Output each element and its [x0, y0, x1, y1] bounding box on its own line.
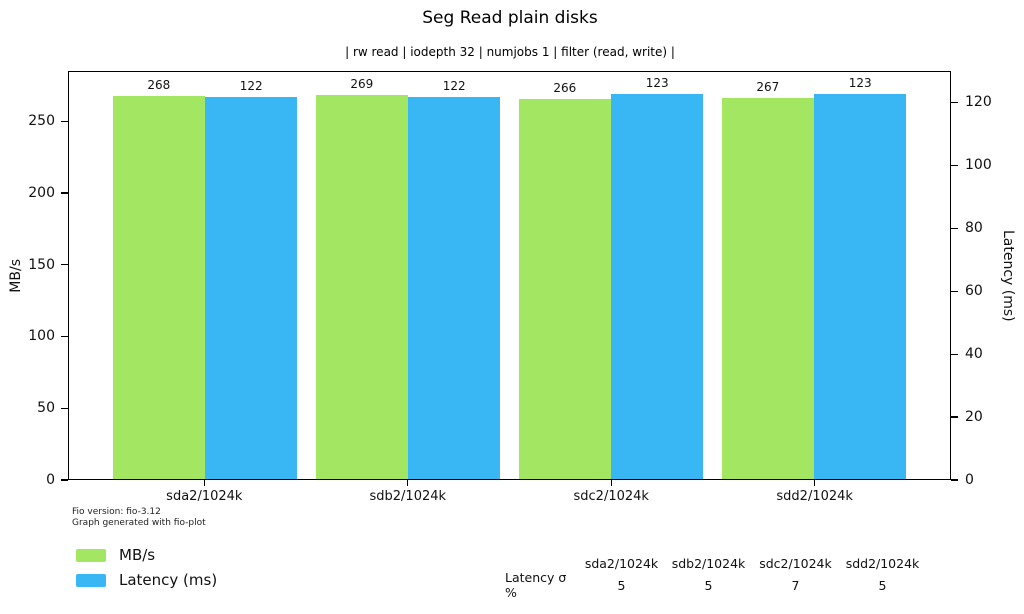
table-header-sdb2: sdb2/1024k — [671, 555, 746, 571]
bar-value-mbs-sda2/1024k: 268 — [147, 78, 171, 93]
right-tick-label-120: 120 — [965, 94, 992, 111]
right-tick-label-80: 80 — [965, 220, 983, 237]
x-axis: sda2/1024k sdb2/1024k sdc2/1024k sdd2/1024k — [68, 480, 951, 512]
left-axis-ticks: 0 50 100 150 200 250 — [0, 71, 68, 488]
left-tick-mark-250 — [61, 120, 68, 122]
right-tick-label-60: 60 — [965, 283, 983, 300]
right-tick-mark-100 — [951, 164, 958, 167]
x-tick-mark-sdd2/1024k — [814, 480, 816, 486]
right-tick-mark-0 — [951, 479, 958, 481]
left-axis-title: MB/s — [6, 71, 26, 480]
left-tick-label-250: 250 — [28, 113, 55, 130]
generator-text: Graph generated with fio-plot — [72, 518, 206, 528]
bar-latency-sdb2/1024k — [408, 97, 501, 479]
right-tick-mark-40 — [951, 353, 958, 355]
bar-value-latency-sdd2/1024k: 123 — [848, 75, 872, 90]
right-tick-mark-120 — [951, 101, 958, 104]
fio-version-text: Fio version: fio-3.12 — [72, 507, 161, 517]
left-axis-title-text: MB/s — [8, 258, 24, 293]
latency-stddev-table: sda2/1024k sdb2/1024k sdc2/1024k sdd2/10… — [505, 552, 926, 601]
bar-value-latency-sdc2/1024k: 123 — [645, 75, 669, 90]
left-tick-mark-200 — [61, 192, 68, 194]
bar-mbs-sdd2/1024k — [721, 97, 814, 479]
left-tick-mark-150 — [61, 264, 68, 266]
bar-latency-sdc2/1024k — [610, 93, 704, 479]
right-tick-mark-60 — [951, 290, 958, 292]
bar-value-mbs-sdc2/1024k: 266 — [553, 81, 577, 96]
table-value-sdd2: 5 — [878, 577, 887, 593]
right-tick-mark-20 — [951, 416, 958, 418]
table-value-sdc2: 7 — [791, 577, 800, 593]
legend-label-latency: Latency (ms) — [119, 571, 218, 589]
bar-value-mbs-sdb2/1024k: 269 — [350, 76, 374, 91]
right-tick-label-0: 0 — [965, 472, 974, 488]
right-tick-label-20: 20 — [965, 409, 983, 426]
left-tick-label-0: 0 — [46, 472, 55, 488]
x-tick-mark-sdb2/1024k — [407, 480, 409, 486]
legend-entry-latency: Latency (ms) — [76, 571, 217, 589]
left-tick-mark-100 — [61, 335, 68, 338]
bar-latency-sda2/1024k — [205, 97, 298, 479]
bar-value-latency-sda2/1024k: 122 — [239, 79, 263, 94]
bar-mbs-sda2/1024k — [112, 96, 205, 479]
left-tick-mark-50 — [61, 407, 68, 409]
table-value-sda2: 5 — [617, 577, 626, 593]
left-tick-label-150: 150 — [28, 256, 55, 273]
right-axis-title: Latency (ms) — [998, 71, 1018, 480]
x-tick-label-sda2/1024k: sda2/1024k — [166, 489, 243, 504]
x-tick-label-sdd2/1024k: sdd2/1024k — [776, 489, 853, 504]
right-tick-mark-80 — [951, 227, 958, 229]
left-tick-label-200: 200 — [28, 184, 55, 201]
plot-area: 268 269 266 267 122 122 123 123 — [68, 71, 951, 480]
table-row-label: Latency σ % — [505, 570, 567, 600]
x-tick-mark-sdc2/1024k — [610, 480, 612, 486]
right-tick-label-100: 100 — [965, 157, 992, 174]
chart-title: Seg Read plain disks — [422, 8, 598, 28]
legend-swatch-latency-icon — [76, 573, 106, 587]
table-header-sdc2: sdc2/1024k — [759, 555, 832, 571]
bar-mbs-sdb2/1024k — [315, 94, 408, 479]
bar-value-latency-sdb2/1024k: 122 — [442, 79, 466, 94]
bar-latency-sdd2/1024k — [813, 93, 907, 479]
bar-mbs-sdc2/1024k — [518, 99, 611, 479]
table-header-sda2: sda2/1024k — [584, 555, 659, 571]
chart-subtitle: | rw read | iodepth 32 | numjobs 1 | fil… — [345, 45, 675, 59]
table-header-sdd2: sdd2/1024k — [845, 555, 920, 571]
left-tick-label-100: 100 — [28, 328, 55, 345]
x-tick-label-sdc2/1024k: sdc2/1024k — [573, 489, 649, 504]
bar-value-mbs-sdd2/1024k: 267 — [756, 79, 780, 94]
legend-swatch-mbs-icon — [76, 548, 106, 562]
x-tick-mark-sda2/1024k — [203, 480, 205, 486]
source-note: Fio version: fio-3.12 Graph generated wi… — [72, 507, 206, 529]
legend-entry-mbs: MB/s — [76, 546, 217, 564]
legend-label-mbs: MB/s — [119, 546, 156, 564]
x-tick-label-sdb2/1024k: sdb2/1024k — [369, 489, 447, 504]
right-tick-label-40: 40 — [965, 346, 983, 363]
legend: MB/s Latency (ms) — [76, 546, 217, 596]
right-axis-ticks: 0 20 40 60 80 100 120 — [951, 71, 1024, 488]
table-value-sdb2: 5 — [704, 577, 713, 593]
left-tick-label-50: 50 — [37, 400, 55, 417]
left-tick-mark-0 — [61, 479, 68, 481]
right-axis-title-text: Latency (ms) — [1000, 229, 1016, 322]
